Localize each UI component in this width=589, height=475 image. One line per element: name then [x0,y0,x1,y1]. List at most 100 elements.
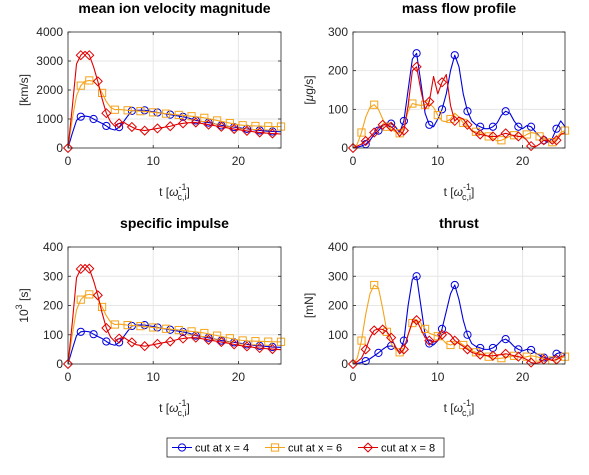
data-point [139,125,150,136]
data-point [102,337,111,346]
data-point [200,113,209,122]
data-point [165,121,176,132]
y-tick-label: 3000 [36,54,63,68]
data-point [347,358,359,370]
data-point [264,337,273,346]
data-point [174,110,183,120]
data-point [526,122,536,131]
chart-specific-impulse: 0 100 200 300 400 0 10 20 specific impulse t [ω-1… [14,215,286,418]
y-tick-label: 200 [328,64,348,78]
data-point [140,320,149,330]
data-point [114,333,125,344]
data-point [513,131,524,142]
legend-box [166,437,445,458]
legend-marker [177,443,187,452]
data-point [347,142,359,154]
data-point [552,124,561,133]
y-axis-label: 103 [s] [14,288,31,322]
data-point [267,128,278,139]
data-point [497,136,506,145]
data-point [152,123,163,134]
data-point [238,336,247,345]
data-point [149,323,158,332]
data-point [267,343,278,355]
data-point [450,51,459,60]
series-layer [347,272,570,370]
data-point [114,118,125,129]
data-point [92,290,103,301]
chart-title: mean ion velocity magnitude [78,0,270,16]
data-point [268,127,277,136]
data-point [85,76,94,85]
data-point [377,119,388,130]
data-point [76,295,85,304]
data-point [255,341,264,350]
data-point [178,112,188,121]
data-point [450,280,459,290]
series-layer [62,263,286,370]
data-point [471,127,481,136]
data-point [161,324,171,333]
legend-marker [270,443,280,452]
legend-entry: cut at x = 4 [172,443,249,455]
data-point [126,337,138,348]
data-point [102,121,111,131]
data-point [370,280,379,290]
data-point [255,126,264,135]
series-line [67,50,282,149]
data-point [548,138,557,147]
data-point [476,343,485,353]
y-tick-label: 1000 [36,112,63,126]
chart-thrust: 0 100 200 300 400 0 10 20 thrust t [ω-1 c,i] [mN] [302,215,570,418]
data-point [424,96,435,107]
data-point [525,357,537,368]
x-axis-label: t [ω-1 c,i] [159,398,190,418]
data-point [436,77,448,88]
data-point [501,107,510,116]
data-point [76,81,85,90]
data-point [449,115,460,127]
data-point [75,50,86,61]
x-tick-label: 20 [232,370,246,384]
data-point [535,353,544,362]
data-point [76,327,85,336]
y-tick-label: 100 [43,328,63,342]
legend-label: cut at x = 6 [288,443,342,455]
data-point [254,127,265,138]
data-point [62,142,74,154]
data-point [399,336,408,345]
data-point [123,106,132,115]
data-point [84,263,95,274]
data-point [399,116,408,126]
chart-title: mass flow profile [402,0,517,16]
data-point [436,329,448,340]
data-point [101,322,112,334]
x-tick-label: 10 [147,154,161,168]
data-point [200,328,209,338]
data-point [500,348,511,359]
data-point [126,121,138,133]
data-point [136,322,145,331]
data-point [411,315,422,326]
data-point [386,332,397,343]
y-tick-label: 300 [43,269,63,283]
data-point [433,111,442,120]
y-tick-label: 300 [328,269,348,283]
data-point [510,131,519,140]
data-point [484,352,493,361]
legend-entry: cut at x = 8 [358,442,435,455]
x-axis-label: t [ω-1 c,i] [444,398,475,418]
chart-title: specific impulse [120,215,229,231]
data-point [174,325,183,335]
y-tick-label: 300 [328,25,348,39]
data-point [425,339,434,348]
data-point [203,119,214,130]
data-point [177,118,189,129]
x-axis-label: t [ω-1 c,i] [159,182,190,202]
data-point [360,135,371,147]
chart-title: thrust [439,215,479,231]
data-point [216,336,227,348]
data-point [89,114,98,124]
